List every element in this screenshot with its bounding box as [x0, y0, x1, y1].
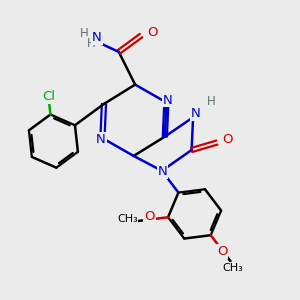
Text: H: H	[87, 37, 95, 50]
Text: O: O	[222, 133, 232, 146]
Text: O: O	[217, 245, 227, 258]
Text: N: N	[92, 32, 102, 44]
Text: N: N	[158, 165, 167, 178]
Text: CH₃: CH₃	[117, 214, 138, 224]
Text: N: N	[96, 133, 106, 146]
Text: H: H	[80, 27, 88, 40]
Text: Cl: Cl	[42, 90, 55, 103]
Text: H: H	[207, 95, 216, 108]
Text: CH₃: CH₃	[223, 263, 243, 273]
Text: N: N	[163, 94, 173, 106]
Text: O: O	[144, 210, 155, 224]
Text: N: N	[191, 107, 201, 120]
Text: O: O	[147, 26, 158, 38]
